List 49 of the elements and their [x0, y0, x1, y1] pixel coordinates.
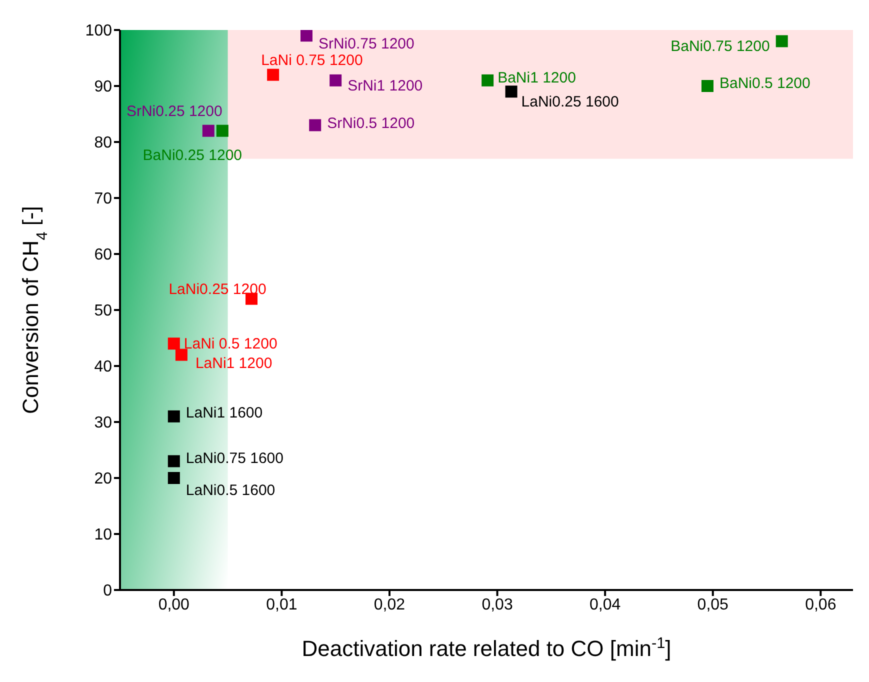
series-label: LaNi1 1600	[186, 404, 263, 422]
point	[175, 348, 188, 361]
y-tick-label: 80	[94, 134, 112, 152]
x-tick-label: 0,01	[266, 596, 298, 614]
series-label: LaNi0.75 1600	[186, 450, 284, 468]
series-label: SrNi0.5 1200	[327, 115, 415, 132]
y-tick-label: 90	[94, 78, 112, 96]
point	[330, 74, 342, 86]
series-label: BaNi0.5 1200	[719, 75, 810, 92]
series-label: SrNi0.25 1200	[126, 102, 222, 120]
series-label: LaNi 0.5 1200	[184, 336, 278, 353]
point	[216, 124, 228, 137]
y-tick-label: 100	[85, 22, 112, 40]
x-tick-label: 0,02	[374, 596, 406, 614]
point	[776, 35, 788, 48]
series-label: LaNi1 1200	[195, 354, 272, 372]
x-tick-label: 0,05	[697, 596, 729, 614]
y-tick-label: 30	[94, 414, 112, 432]
point	[168, 338, 180, 350]
point	[701, 80, 714, 92]
x-tick-label: 0,06	[805, 596, 836, 614]
point	[168, 472, 180, 484]
point	[267, 68, 280, 81]
series-label: BaNi0.75 1200	[670, 38, 770, 56]
point	[482, 74, 494, 86]
y-tick-label: 20	[94, 470, 112, 488]
series-label: LaNi 0.75 1200	[261, 52, 363, 69]
y-tick-label: 40	[94, 358, 112, 376]
x-tick-label: 0,04	[590, 596, 621, 614]
y-tick-label: 50	[94, 302, 112, 320]
y-tick-label: 0	[103, 582, 112, 600]
series-label: SrNi0.75 1200	[318, 36, 414, 53]
point	[309, 119, 322, 132]
point	[168, 455, 180, 468]
point	[168, 410, 180, 422]
x-tick-label: 0,03	[482, 596, 513, 614]
series-label: BaNi1 1200	[498, 69, 576, 86]
x-axis-title: Deactivation rate related to CO [min$^{-1}$]	[302, 634, 672, 661]
series-label: SrNi1 1200	[348, 77, 423, 94]
x-tick-label: 0,00	[158, 596, 190, 614]
y-tick-label: 70	[94, 190, 112, 208]
point	[202, 124, 214, 137]
point	[505, 86, 518, 98]
point	[300, 30, 312, 42]
y-tick-label: 60	[94, 246, 112, 264]
series-label: LaNi0.25 1600	[521, 94, 619, 111]
y-tick-label: 10	[94, 526, 112, 544]
series-label: LaNi0.5 1600	[186, 482, 276, 499]
series-label: BaNi0.25 1200	[142, 146, 242, 164]
